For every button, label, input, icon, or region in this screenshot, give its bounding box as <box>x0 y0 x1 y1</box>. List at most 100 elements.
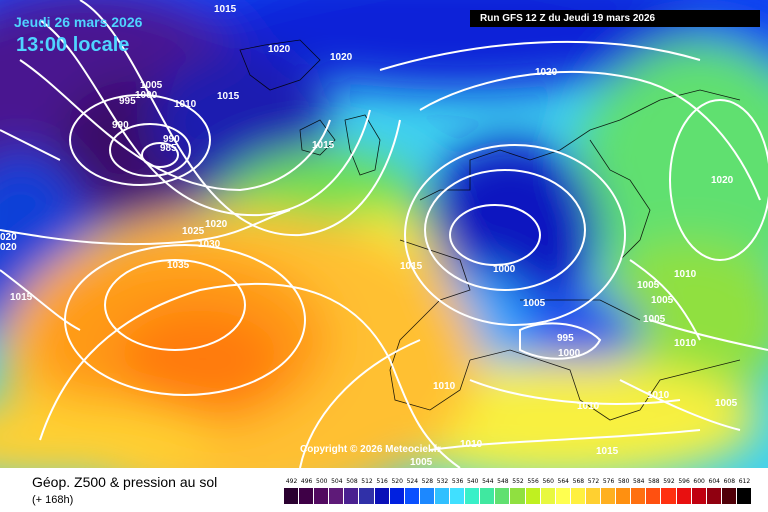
scale-swatch <box>329 488 344 504</box>
legend-subtitle: (+ 168h) <box>32 494 74 506</box>
scale-swatch <box>570 488 585 504</box>
scale-tick-label: 588 <box>648 478 660 485</box>
isobar-label: 1005 <box>637 280 660 291</box>
scale-tick-label: 544 <box>482 478 494 485</box>
scale-swatch <box>450 488 465 504</box>
isobar-label: 1005 <box>140 80 163 91</box>
isobar-label: 1010 <box>674 338 697 349</box>
isobar-label: 1010 <box>174 99 197 110</box>
isobar-label: 1015 <box>10 292 33 303</box>
scale-tick-label: 556 <box>527 478 539 485</box>
scale-tick-label: 564 <box>557 478 569 485</box>
scale-tick-label: 552 <box>512 478 524 485</box>
scale-swatch <box>706 488 721 504</box>
run-info-banner: Run GFS 12 Z du Jeudi 19 mars 2026 <box>470 10 760 27</box>
scale-swatch <box>601 488 616 504</box>
isobar-label: 1030 <box>198 239 221 250</box>
scale-tick-label: 560 <box>542 478 554 485</box>
scale-tick-label: 504 <box>331 478 343 485</box>
isobar-label: 1035 <box>167 260 190 271</box>
scale-swatch <box>661 488 676 504</box>
scale-tick-label: 508 <box>346 478 358 485</box>
isobar-label: 990 <box>112 120 129 131</box>
scale-tick-label: 524 <box>406 478 419 485</box>
isobar-label: 1000 <box>493 264 516 275</box>
isobar-label: 995 <box>557 333 574 344</box>
scale-swatch <box>736 488 751 504</box>
scale-tick-label: 536 <box>451 478 464 485</box>
isobar-label: 1020 <box>711 175 734 186</box>
scale-tick-label: 600 <box>693 478 705 485</box>
isobar-label: 985 <box>160 143 177 154</box>
isobar-label: 1020 <box>268 44 291 55</box>
scale-swatch <box>480 488 495 504</box>
scale-swatch <box>389 488 404 504</box>
scale-tick-label: 512 <box>361 478 373 485</box>
scale-swatch <box>404 488 419 504</box>
scale-tick-label: 496 <box>300 478 313 485</box>
isobar-label: 1005 <box>715 398 738 409</box>
scale-swatch <box>585 488 601 504</box>
isobar-label: 1000 <box>135 90 158 101</box>
isobar-label: 1010 <box>647 390 670 401</box>
scale-tick-label: 532 <box>436 478 449 485</box>
copyright-notice: Copyright © 2026 Meteociel.fr <box>300 444 441 455</box>
scale-swatch <box>510 488 525 504</box>
isobar-label: 990 <box>163 134 180 145</box>
scale-tick-label: 492 <box>285 478 298 485</box>
scale-tick-label: 592 <box>663 478 675 485</box>
isobar-label: 1015 <box>217 91 240 102</box>
isobar-label: 1015 <box>596 446 619 457</box>
isobar-label: 1015 <box>400 261 423 272</box>
isobar-label: 020 <box>0 232 17 243</box>
isobar-label: 1005 <box>651 295 674 306</box>
scale-swatch <box>495 488 510 504</box>
scale-tick-label: 576 <box>602 478 615 485</box>
scale-tick-label: 568 <box>572 478 585 485</box>
isobar-label: 1005 <box>643 314 666 325</box>
isobar-label: 1010 <box>460 439 483 450</box>
scale-swatch <box>646 488 661 504</box>
isobar-label: 1020 <box>205 219 228 230</box>
coastlines <box>239 39 741 421</box>
scale-tick-label: 548 <box>497 478 509 485</box>
scale-swatch <box>691 488 706 504</box>
scale-swatch <box>616 488 631 504</box>
scale-swatch <box>434 488 450 504</box>
legend-title: Géop. Z500 & pression au sol <box>32 474 218 490</box>
isobar-label: 1020 <box>535 67 558 78</box>
scale-swatch <box>555 488 570 504</box>
isobars <box>0 0 768 468</box>
isobar-label: 1005 <box>523 298 546 309</box>
scale-swatch <box>465 488 480 504</box>
scale-tick-label: 584 <box>633 478 645 485</box>
scale-tick-label: 516 <box>376 478 388 485</box>
scale-swatch <box>631 488 646 504</box>
scale-swatch <box>419 488 434 504</box>
isobar-label: 1010 <box>433 381 456 392</box>
forecast-time: 13:00 locale <box>16 34 130 56</box>
scale-swatch <box>299 488 314 504</box>
isobar-label: 995 <box>119 96 136 107</box>
scale-swatch <box>540 488 555 504</box>
scale-tick-label: 596 <box>678 478 690 485</box>
isobar-label: 1010 <box>577 401 600 412</box>
isobar-label: 020 <box>0 242 17 253</box>
isobar-label: 1020 <box>330 52 353 63</box>
isobar-label: 1005 <box>410 457 433 468</box>
scale-swatch <box>721 488 736 504</box>
scale-swatch <box>314 488 329 504</box>
scale-tick-label: 520 <box>391 478 403 485</box>
isobar-label: 1015 <box>214 4 237 15</box>
scale-tick-label: 540 <box>466 478 479 485</box>
legend-footer: Géop. Z500 & pression au sol (+ 168h) 49… <box>0 468 768 512</box>
scale-tick-label: 612 <box>738 478 751 485</box>
isobar-label: 1025 <box>182 226 205 237</box>
scale-swatch <box>676 488 691 504</box>
scale-tick-label: 528 <box>421 478 434 485</box>
scale-swatch <box>359 488 374 504</box>
scale-tick-label: 572 <box>587 478 600 485</box>
isobar-label: 1000 <box>558 348 581 359</box>
scale-swatch <box>284 488 299 504</box>
